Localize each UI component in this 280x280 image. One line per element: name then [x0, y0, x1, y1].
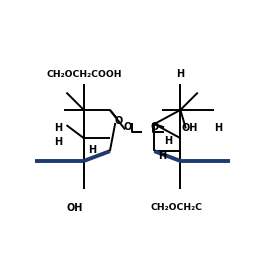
Text: H: H: [176, 69, 185, 79]
Text: O: O: [123, 122, 131, 132]
Text: H: H: [54, 137, 62, 148]
Text: OH: OH: [182, 123, 198, 133]
Text: CH₂OCH₂C: CH₂OCH₂C: [150, 203, 202, 212]
Text: OH: OH: [67, 203, 83, 213]
Text: O: O: [115, 116, 123, 126]
Text: H: H: [54, 123, 62, 133]
Text: H: H: [214, 123, 222, 133]
Text: CH₂OCH₂COOH: CH₂OCH₂COOH: [46, 70, 122, 79]
Text: H: H: [164, 136, 172, 146]
Text: H: H: [88, 145, 97, 155]
Text: H: H: [158, 151, 166, 160]
Text: O: O: [150, 122, 158, 132]
